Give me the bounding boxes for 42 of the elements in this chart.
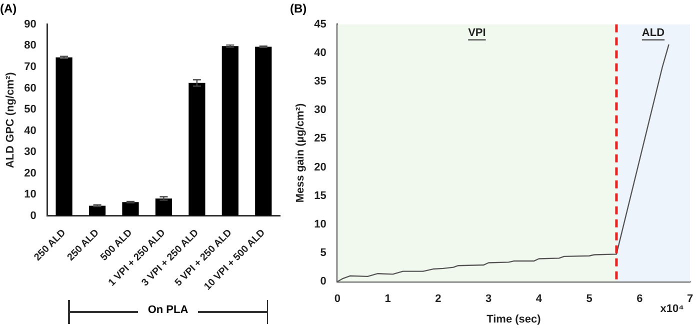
y-tick-label: 50 (24, 104, 36, 116)
bar (188, 82, 206, 216)
x-tick-label: 4 (536, 293, 543, 306)
bar (222, 46, 238, 216)
y-axis-title: Mess gain (µg/cm²) (294, 103, 307, 203)
y-tick-label: 70 (24, 60, 36, 73)
band-label: ALD (642, 26, 665, 39)
y-tick-label: 15 (314, 190, 326, 202)
y-tick-label: 60 (24, 82, 36, 94)
y-tick-label: 35 (314, 76, 326, 88)
y-tick-label: 0 (30, 210, 36, 222)
y-tick-label: 30 (314, 104, 326, 116)
bar (122, 202, 139, 216)
x-tick-label: 6 (636, 293, 643, 306)
bar (155, 198, 172, 216)
y-tick-label: 30 (24, 146, 36, 158)
x-tick-label: 2 (435, 293, 442, 306)
y-tick-label: 80 (24, 40, 36, 52)
y-tick-label: 25 (314, 132, 326, 145)
y-tick-label: 20 (314, 161, 326, 174)
y-tick-label: 20 (24, 167, 36, 180)
x-tick-label: 7 (686, 293, 694, 306)
x-tick-label: 3 (485, 293, 492, 306)
chart-title: (B) (290, 2, 307, 16)
x-tick-label: 0 (334, 293, 340, 306)
text: On PLA (138, 304, 198, 316)
y-tick-label: 10 (314, 218, 326, 230)
bar (88, 206, 106, 216)
bar (255, 46, 272, 216)
text: x10⁴ (660, 303, 684, 316)
y-tick-label: 45 (314, 18, 326, 30)
y-tick-label: 90 (24, 18, 36, 30)
y-tick-label: 40 (314, 47, 326, 60)
chart-title: (A) (0, 2, 17, 16)
y-axis-title: ALD GPC (ng/cm²) (4, 72, 17, 168)
y-tick-label: 10 (24, 188, 36, 201)
x-tick-label: 1 (384, 293, 391, 306)
band-label: VPI (468, 26, 486, 39)
x-axis-title: Time (sec) (486, 313, 542, 326)
bar (56, 57, 72, 216)
y-tick-label: 40 (24, 124, 36, 137)
x-tick-label: 5 (586, 293, 592, 306)
